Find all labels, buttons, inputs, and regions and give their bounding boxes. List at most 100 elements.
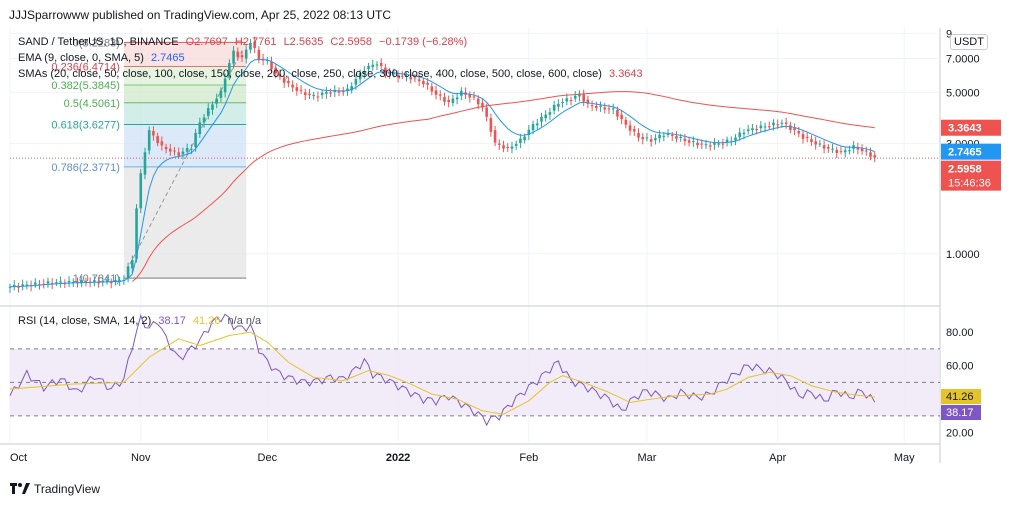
candle-body — [109, 281, 113, 284]
candle-body — [320, 92, 324, 96]
rsi-legend[interactable]: RSI (14, close, SMA, 14, 2) 38.17 41.26 … — [18, 315, 261, 327]
fib-zone — [123, 84, 247, 103]
candle-body — [12, 284, 16, 287]
candle-body — [860, 148, 864, 152]
fib-level-label: 0.236(6.4714) — [51, 61, 120, 73]
candle-body — [582, 94, 585, 102]
candle-body — [312, 95, 316, 97]
time-axis-tick: May — [894, 452, 915, 464]
time-axis-tick: Mar — [637, 452, 656, 464]
candle-body — [746, 129, 750, 132]
fib-level-label: 0(8.2283) — [73, 37, 120, 49]
candle-body — [476, 98, 480, 105]
candle-body — [839, 151, 843, 153]
candle-body — [422, 81, 425, 85]
candle-body — [181, 151, 185, 155]
symbol-legend: SAND / TetherUS, 1D, BINANCE O2.7697 H2.… — [18, 36, 467, 48]
candle-body — [578, 93, 581, 97]
candle-body — [384, 67, 387, 74]
price-axis-label-bg — [941, 143, 1001, 160]
candle-body — [561, 101, 564, 103]
ema-line — [9, 59, 875, 288]
price-axis-tick: 5.0000 — [946, 87, 980, 99]
candle-body — [173, 150, 176, 152]
candle-body — [21, 284, 24, 286]
candle-body — [447, 100, 450, 103]
candle-body — [708, 145, 712, 147]
sma-value: 3.3643 — [609, 68, 643, 80]
candle-body — [599, 105, 602, 107]
countdown-label: 15:46:36 — [948, 178, 991, 190]
candle-body — [295, 87, 299, 91]
candle-body — [687, 140, 691, 143]
candle-body — [270, 61, 273, 70]
candle-body — [540, 116, 543, 122]
tradingview-logo[interactable]: TradingView — [10, 482, 100, 496]
candle-body — [481, 102, 484, 108]
rsi-axis-tick: 60.00 — [946, 361, 974, 373]
candle-body — [253, 41, 256, 48]
candle-body — [586, 99, 590, 104]
candle-body — [789, 125, 792, 130]
candle-body — [417, 79, 421, 82]
candle-body — [156, 136, 159, 144]
candle-body — [755, 129, 758, 131]
candle-body — [240, 55, 244, 58]
candle-body — [502, 145, 505, 149]
fib-level-label: 0.5(4.5061) — [64, 98, 120, 110]
change-value: −0.1739 (−6.28%) — [379, 36, 468, 48]
candle-body — [371, 64, 375, 68]
candle-body — [666, 133, 670, 135]
candles — [8, 36, 877, 293]
tradingview-logo-icon — [10, 483, 30, 494]
symbol-name[interactable]: SAND / TetherUS, 1D, BINANCE — [18, 36, 179, 48]
price-axis-tick: 9 — [946, 28, 952, 40]
time-axis-tick: Dec — [258, 452, 278, 464]
fib-level-label: 1(0.7841) — [73, 273, 120, 285]
candle-body — [835, 149, 839, 153]
ema-legend[interactable]: EMA (9, close, 0, SMA, 5) 2.7465 — [18, 52, 185, 64]
candle-body — [793, 128, 796, 131]
candle-body — [569, 100, 573, 102]
candle-body — [557, 103, 560, 107]
candle-body — [105, 280, 109, 282]
currency-button[interactable]: USDT — [950, 34, 988, 50]
sma-line — [132, 91, 875, 282]
rsi-ma-value: 41.26 — [192, 315, 221, 327]
candle-body — [827, 146, 830, 149]
candle-body — [143, 152, 147, 175]
candle-body — [843, 150, 847, 153]
rsi-ma-axis-label-bg — [941, 389, 981, 405]
candle-body — [358, 72, 362, 80]
candle-body — [367, 65, 370, 70]
candle-body — [603, 107, 607, 110]
candle-body — [17, 286, 20, 288]
candle-body — [388, 72, 391, 75]
rsi-ma-axis-label: 41.26 — [946, 391, 974, 403]
rsi-axis-label: 38.17 — [946, 407, 974, 419]
candle-body — [147, 130, 151, 151]
time-axis-tick: Apr — [769, 452, 786, 464]
candle-body — [472, 96, 476, 98]
fib-trend-line — [129, 50, 243, 265]
candle-body — [717, 143, 720, 145]
candle-body — [869, 152, 872, 157]
tradingview-logo-text: TradingView — [34, 482, 101, 496]
candle-body — [468, 94, 472, 98]
candle-body — [287, 81, 290, 84]
candle-body — [413, 77, 417, 79]
candle-body — [118, 280, 121, 282]
candle-body — [346, 88, 349, 91]
candle-body — [426, 82, 429, 85]
candle-body — [725, 139, 729, 143]
fib-level-label: 0.382(5.3845) — [51, 80, 120, 92]
price-axis-label: 2.7465 — [948, 147, 982, 159]
candle-body — [873, 155, 877, 158]
candle-body — [25, 284, 29, 286]
candle-body — [160, 141, 164, 146]
candle-body — [55, 282, 58, 284]
candle-body — [767, 126, 771, 128]
sma-legend[interactable]: SMAs (20, close, 50, close, 100, close, … — [18, 68, 643, 80]
candle-body — [409, 76, 413, 80]
